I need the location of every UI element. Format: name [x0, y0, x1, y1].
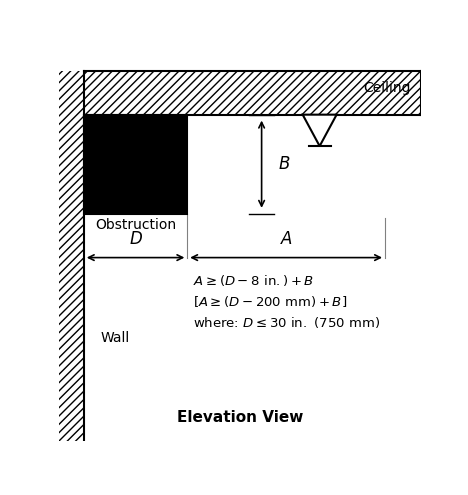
- Text: Wall: Wall: [100, 331, 130, 345]
- Bar: [58, 71, 84, 441]
- Polygon shape: [303, 115, 336, 146]
- Bar: [84, 115, 187, 214]
- Text: $A \geq (D - 8\ \mathrm{in.}) + B$: $A \geq (D - 8\ \mathrm{in.}) + B$: [193, 273, 314, 288]
- Text: $A$: $A$: [279, 230, 292, 248]
- Text: $[A \geq (D - 200\ \mathrm{mm}) + B]$: $[A \geq (D - 200\ \mathrm{mm}) + B]$: [193, 294, 347, 309]
- Text: Ceiling: Ceiling: [363, 81, 410, 95]
- Text: Elevation View: Elevation View: [176, 410, 303, 425]
- Text: Obstruction: Obstruction: [95, 218, 176, 232]
- Text: $B$: $B$: [278, 155, 290, 173]
- Text: $D$: $D$: [129, 230, 143, 248]
- Bar: [84, 71, 421, 115]
- Text: where: $D \leq 30\ \mathrm{in.}\ (750\ \mathrm{mm})$: where: $D \leq 30\ \mathrm{in.}\ (750\ \…: [193, 315, 380, 330]
